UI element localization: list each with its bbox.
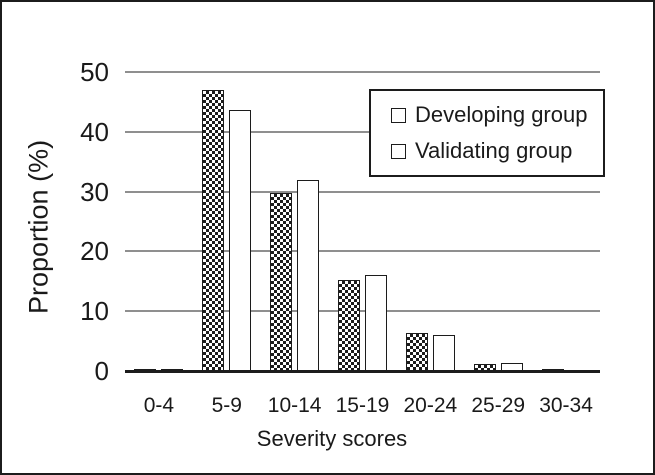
bar-validating-10-14 [297, 179, 320, 371]
y-tick-label-50: 50 [80, 57, 109, 87]
bar-developing-5-9 [202, 89, 225, 371]
y-gridline-20 [125, 250, 600, 253]
white-swatch-icon [391, 143, 406, 159]
y-tick-label-10: 10 [80, 296, 109, 327]
bar-validating-5-9 [229, 109, 252, 371]
bar-developing-20-24 [405, 332, 428, 371]
bar-developing-15-19 [338, 279, 360, 371]
x-category-label-25-29: 25-29 [471, 394, 526, 417]
y-gridline-30 [125, 190, 600, 193]
x-category-label-30-34: 30-34 [539, 394, 593, 417]
legend-label-developing: Developing group [415, 102, 588, 127]
bar-validating-20-24 [432, 335, 455, 371]
bar-validating-15-19 [365, 274, 387, 371]
x-category-label-10-14: 10-14 [267, 394, 322, 417]
x-category-label-15-19: 15-19 [335, 394, 390, 417]
x-category-label-0-4: 0-4 [143, 394, 175, 417]
y-tick-label-30: 30 [80, 176, 109, 207]
legend-item-developing-group: Developing group [391, 103, 603, 127]
plot-area [125, 71, 600, 373]
legend-item-validating-group: Validating group [391, 139, 603, 163]
x-category-label-5-9: 5-9 [211, 394, 242, 417]
y-tick-label-0: 0 [94, 356, 109, 386]
y-gridline-40 [125, 130, 600, 133]
y-tick-label-40: 40 [80, 116, 109, 147]
bar-developing-10-14 [270, 193, 293, 371]
dotted-pattern-swatch-icon [391, 107, 406, 123]
x-axis-title: Severity scores [256, 426, 408, 451]
x-axis-line [125, 369, 600, 373]
legend-box: Developing group Validating group [369, 89, 605, 177]
legend-label-validating: Validating group [415, 138, 573, 163]
y-gridline-10 [125, 310, 600, 313]
x-category-label-20-24: 20-24 [403, 394, 458, 417]
y-tick-label-20: 20 [80, 236, 109, 267]
y-gridline-50 [125, 71, 600, 73]
